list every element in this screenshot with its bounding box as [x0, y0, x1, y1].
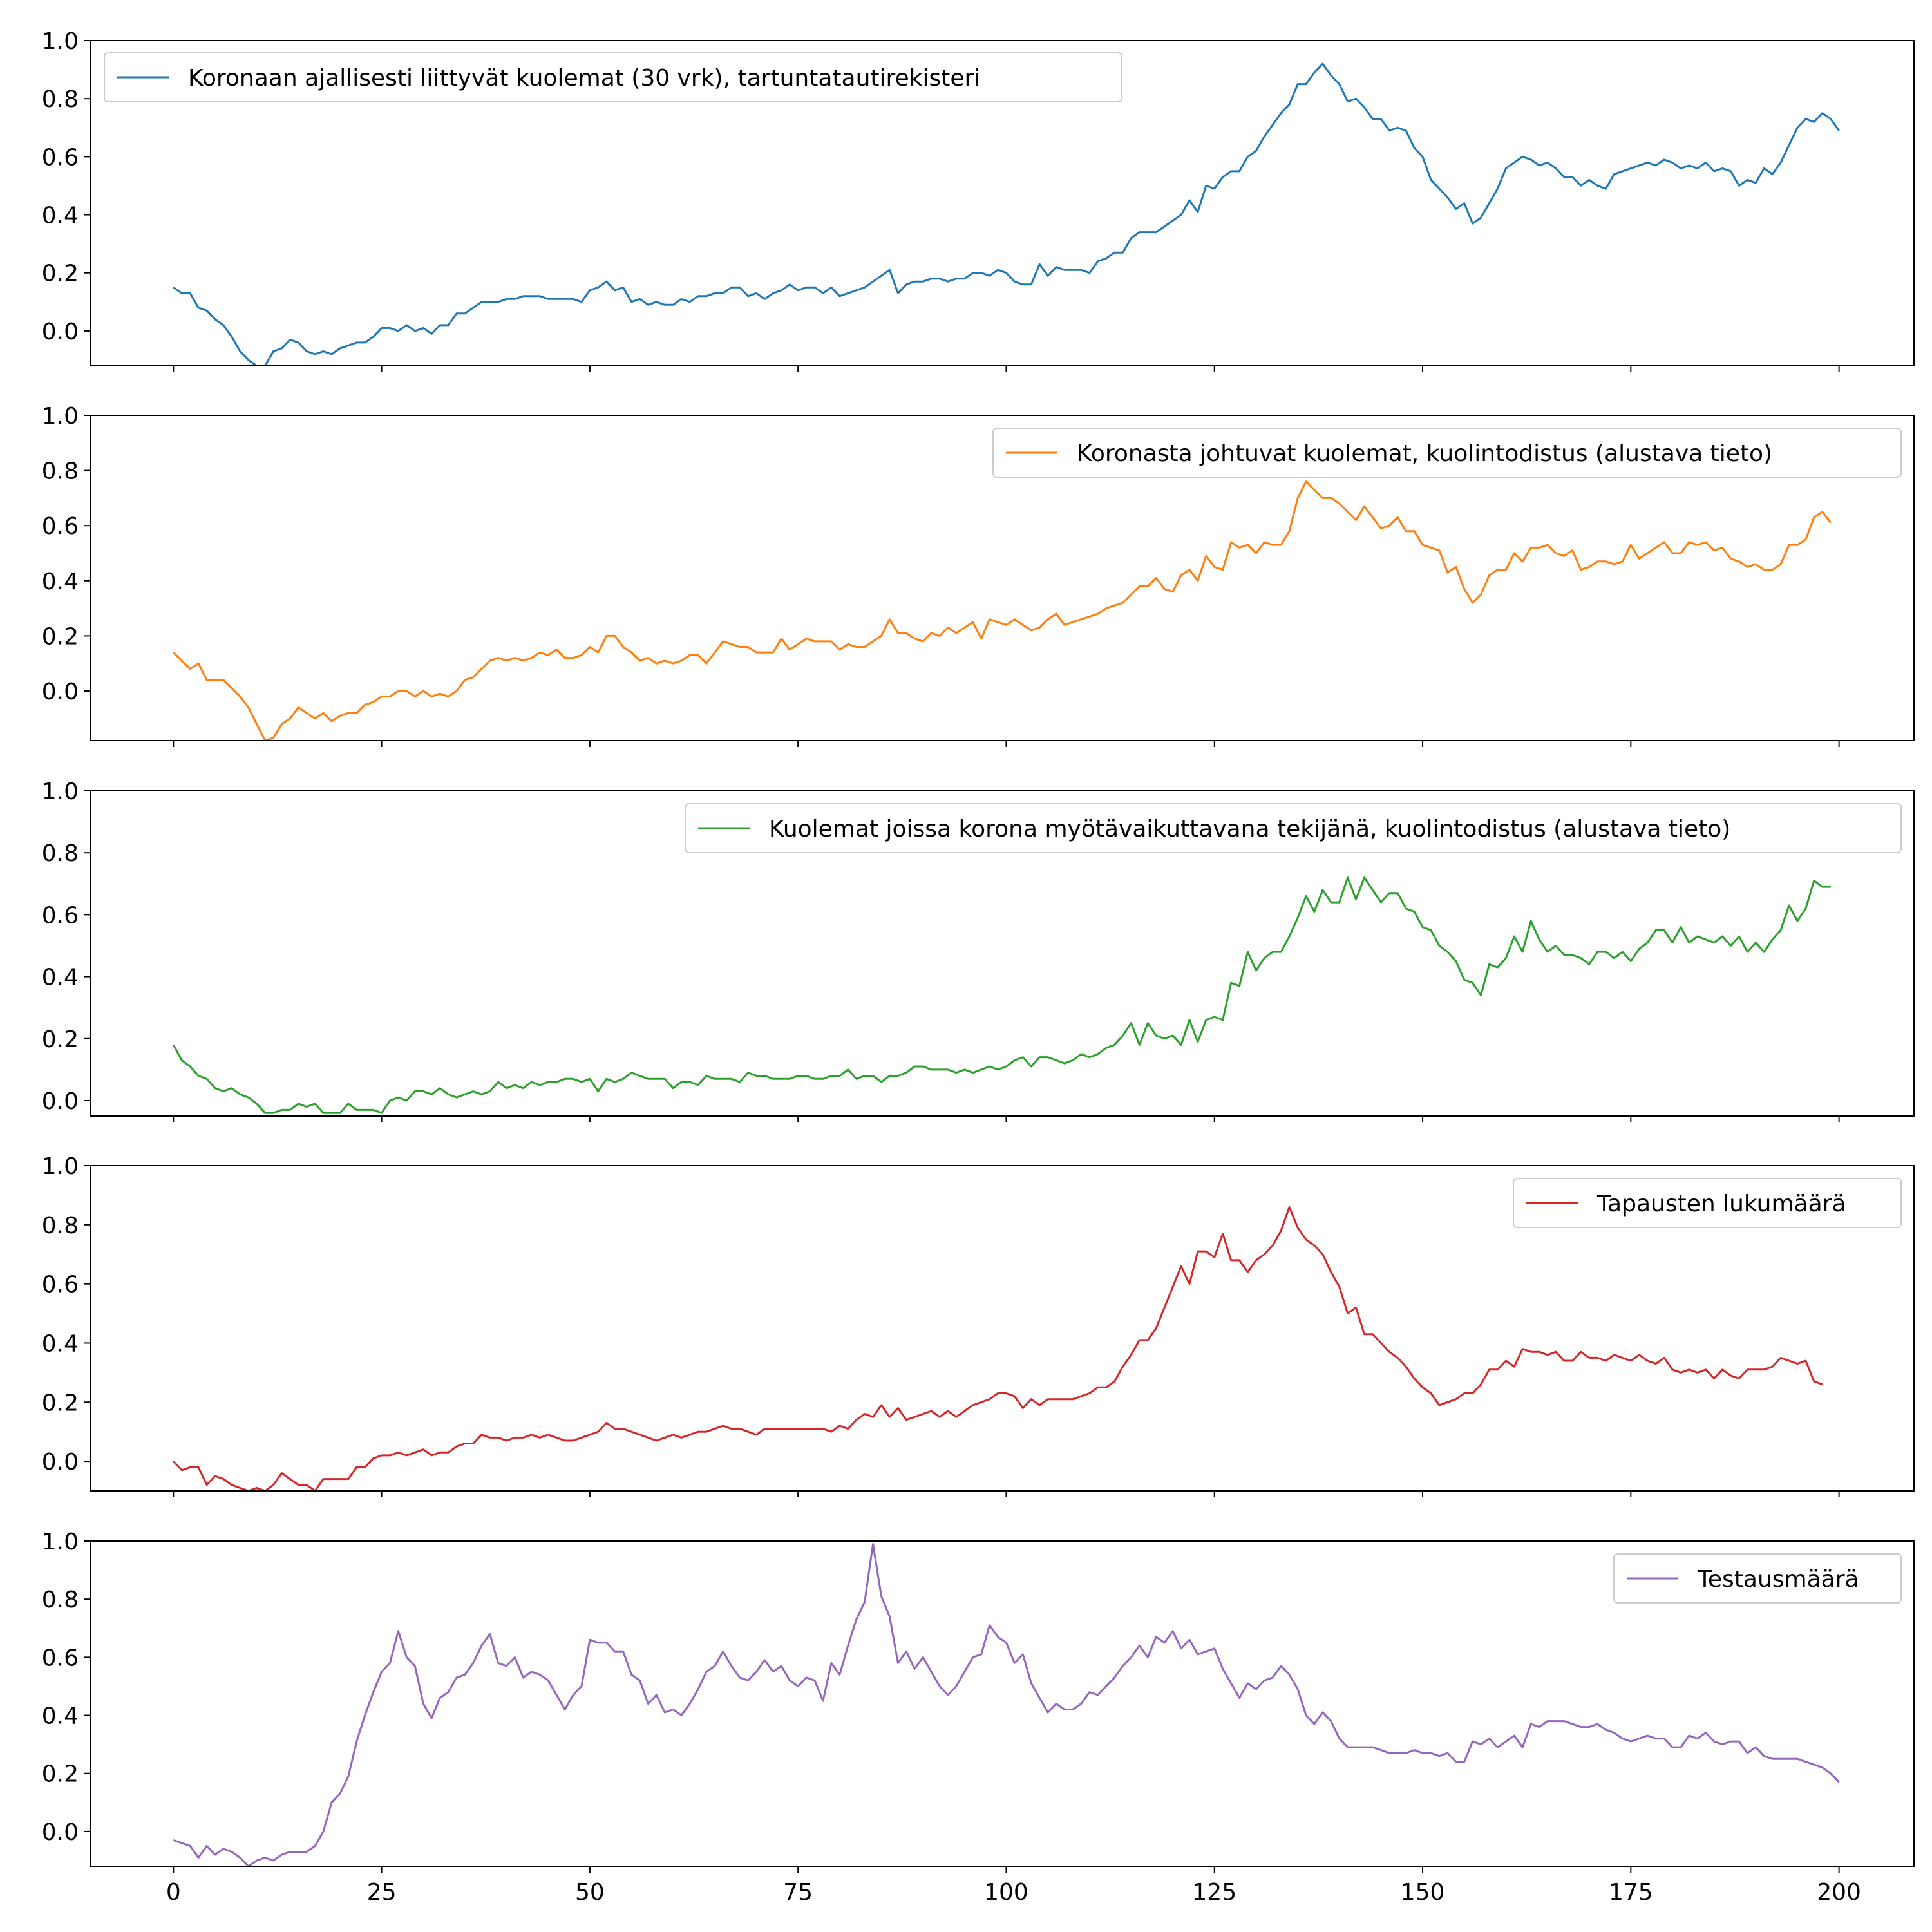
y-tick-label: 0.6 — [42, 902, 79, 929]
y-tick-label: 0.2 — [42, 1390, 79, 1416]
legend: Kuolemat joissa korona myötävaikuttavana… — [685, 803, 1902, 853]
x-tick-label: 100 — [984, 1879, 1028, 1906]
series-line — [172, 876, 1831, 1114]
axes-frame — [90, 415, 1915, 741]
x-tick-label: 200 — [1817, 1879, 1861, 1906]
y-tick-label: 0.2 — [42, 1761, 79, 1788]
legend-box — [104, 52, 1122, 102]
axes-frame — [90, 40, 1915, 366]
legend-box — [1513, 1178, 1902, 1228]
y-tick-label: 0.2 — [42, 623, 79, 650]
y-tick-label: 1.0 — [42, 1153, 79, 1180]
subplot-5: 0.0 0.2 0.4 0.6 0.8 1.0 0 25 50 75 100 125 150 175 200… — [42, 1529, 1915, 1906]
x-tick-label: 0 — [166, 1879, 181, 1906]
y-tick-label: 0.8 — [42, 459, 79, 485]
y-tick-label: 1.0 — [42, 1529, 79, 1555]
series-line — [173, 480, 1832, 741]
x-tick-label: 150 — [1401, 1879, 1445, 1906]
series-line — [173, 1543, 1840, 1866]
y-tick-label: 1.0 — [42, 403, 79, 430]
axes-frame — [90, 790, 1915, 1117]
x-tick-label: 50 — [575, 1879, 605, 1906]
y-tick-label: 0.0 — [42, 679, 79, 705]
y-tick-label: 0.0 — [42, 319, 79, 345]
y-tick-label: 0.8 — [42, 1587, 79, 1613]
legend-label: Koronasta johtuvat kuolemat, kuolintodis… — [1077, 440, 1772, 467]
y-tick-label: 0.8 — [42, 86, 79, 113]
x-tick-label: 175 — [1609, 1879, 1653, 1906]
legend-label: Koronaan ajallisesti liittyvät kuolemat … — [188, 65, 980, 91]
legend-box — [992, 428, 1902, 478]
legend-label: Testausmäärä — [1697, 1566, 1859, 1593]
legend-box — [685, 803, 1902, 853]
y-tick-label: 0.6 — [42, 144, 79, 171]
series-line — [173, 1206, 1823, 1491]
y-tick-label: 0.2 — [42, 261, 79, 287]
subplot-4: 0.0 0.2 0.4 0.6 0.8 1.0 Tapausten lukumäärä — [42, 1153, 1915, 1497]
x-tick-label: 25 — [367, 1879, 397, 1906]
legend: Tapausten lukumäärä — [1513, 1178, 1902, 1228]
legend: Testausmäärä — [1613, 1553, 1902, 1604]
y-tick-label: 0.4 — [42, 203, 79, 229]
legend-label: Kuolemat joissa korona myötävaikuttavana… — [769, 816, 1730, 842]
y-tick-label: 0.0 — [42, 1088, 79, 1115]
x-tick-label: 75 — [783, 1879, 813, 1906]
legend-label: Tapausten lukumäärä — [1596, 1191, 1846, 1217]
subplot-2: 0.0 0.2 0.4 0.6 0.8 1.0 Koronasta johtuvat kuo… — [42, 403, 1915, 747]
y-tick-label: 0.8 — [42, 1213, 79, 1239]
y-tick-label: 0.4 — [42, 1703, 79, 1730]
y-tick-label: 1.0 — [42, 28, 79, 55]
y-tick-label: 0.2 — [42, 1027, 79, 1053]
y-tick-label: 0.8 — [42, 840, 79, 867]
y-tick-label: 0.0 — [42, 1819, 79, 1846]
y-tick-label: 0.0 — [42, 1449, 79, 1475]
subplot-3: 0.0 0.2 0.4 0.6 0.8 1.0 Kuolemat joissa korona… — [42, 779, 1915, 1122]
legend: Koronasta johtuvat kuolemat, kuolintodis… — [992, 428, 1902, 478]
legend: Koronaan ajallisesti liittyvät kuolemat … — [104, 52, 1122, 102]
axes-frame — [90, 1165, 1915, 1492]
y-tick-label: 0.4 — [42, 965, 79, 991]
y-tick-label: 1.0 — [42, 779, 79, 805]
y-tick-label: 0.6 — [42, 1645, 79, 1671]
series-line — [173, 62, 1840, 366]
y-tick-label: 0.6 — [42, 1272, 79, 1298]
subplot-1: 0.0 0.2 0.4 0.6 0.8 1.0 Koronaan ajallisesti l… — [42, 28, 1915, 372]
y-tick-label: 0.4 — [42, 1331, 79, 1357]
legend-box — [1613, 1553, 1902, 1604]
axes-frame — [90, 1540, 1915, 1867]
x-tick-label: 125 — [1192, 1879, 1236, 1906]
y-tick-label: 0.4 — [42, 569, 79, 595]
y-tick-label: 0.6 — [42, 513, 79, 540]
